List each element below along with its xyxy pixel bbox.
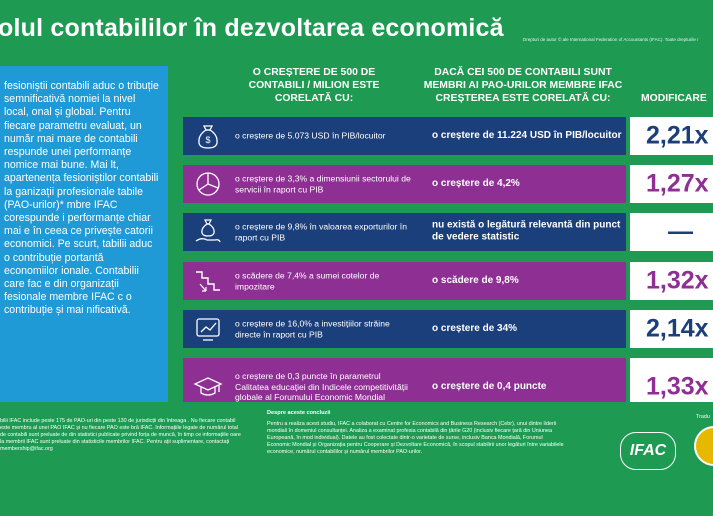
row-value-cell: 1,32x: [630, 262, 713, 300]
row-multiplier: 1,33x: [646, 372, 709, 401]
row-ifac-description: o creștere de 4,2%: [432, 177, 520, 189]
header: olul contabililor în dezvoltarea economi…: [0, 0, 713, 62]
row-multiplier: 1,27x: [646, 169, 709, 198]
row-value-cell: —: [630, 213, 713, 251]
hand-money-icon: [193, 217, 223, 247]
intro-text: fesioniștii contabili aduc o tribuție se…: [4, 80, 159, 317]
row-multiplier: 2,14x: [646, 314, 709, 343]
row-ifac-cell: nu există o legătură relevantă din punct…: [420, 213, 626, 251]
table-row: o creștere de 9,8% în valoarea exporturi…: [183, 213, 713, 251]
column-header-change: MODIFICARE: [641, 93, 707, 104]
translator-seal-icon: [694, 426, 713, 466]
row-ifac-cell: o creștere de 34%: [420, 310, 626, 348]
row-value-cell: 2,21x: [630, 117, 713, 155]
row-left-cell: o scădere de 7,4% a sumei cotelor de imp…: [183, 262, 420, 300]
row-description: o creștere de 0,3 puncte în parametrul C…: [235, 371, 408, 403]
footer: bilii IFAC include peste 175 de PAO-uri …: [0, 402, 713, 516]
row-value-cell: 1,27x: [630, 165, 713, 203]
row-multiplier: —: [668, 217, 693, 246]
row-ifac-description: o creștere de 0,4 puncte: [432, 380, 547, 392]
row-multiplier: 1,32x: [646, 266, 709, 295]
translated-by-label: Tradu: [696, 414, 710, 420]
row-left-cell: o creștere de 16,0% a investițiilor stră…: [183, 310, 420, 348]
about-text: Pentru a realiza acest studiu, IFAC a co…: [267, 421, 564, 455]
row-description: o creștere de 9,8% în valoarea exporturi…: [235, 221, 407, 242]
table-row: o scădere de 7,4% a sumei cotelor de imp…: [183, 262, 713, 300]
row-multiplier: 2,21x: [646, 121, 709, 150]
row-ifac-description: nu există o legătură relevantă din punct…: [432, 219, 621, 243]
svg-text:$: $: [205, 135, 210, 145]
table-row: $ o creștere de 5.073 USD în PIB/locuito…: [183, 117, 713, 155]
money-bag-icon: $: [193, 121, 223, 151]
about-title: Despre aceste concluzii: [267, 410, 331, 416]
ifac-logo: IFAC: [620, 432, 676, 470]
table-row: o creștere de 16,0% a investițiilor stră…: [183, 310, 713, 348]
row-ifac-cell: o creștere de 11.224 USD în PIB/locuitor: [420, 117, 626, 155]
intro-panel: fesioniștii contabili aduc o tribuție se…: [0, 66, 168, 402]
growth-chart-icon: [193, 314, 223, 344]
row-ifac-description: o scădere de 9,8%: [432, 274, 519, 286]
row-ifac-description: o creștere de 34%: [432, 322, 518, 334]
row-description: o creștere de 3,3% a dimensiunii sectoru…: [235, 173, 411, 194]
membership-note: bilii IFAC include peste 175 de PAO-uri …: [0, 418, 241, 452]
row-left-cell: o creștere de 3,3% a dimensiunii sectoru…: [183, 165, 420, 203]
pie-chart-icon: [193, 169, 223, 199]
page-title: olul contabililor în dezvoltarea economi…: [0, 14, 504, 42]
row-description: o creștere de 5.073 USD în PIB/locuitor: [235, 130, 386, 141]
row-description: o creștere de 16,0% a investițiilor stră…: [235, 318, 390, 339]
row-description: o scădere de 7,4% a sumei cotelor de imp…: [235, 270, 380, 291]
row-value-cell: 2,14x: [630, 310, 713, 348]
table-row: o creștere de 3,3% a dimensiunii sectoru…: [183, 165, 713, 203]
copyright-notice: Drepturi de autor © ale International Fe…: [523, 37, 699, 42]
row-left-cell: $ o creștere de 5.073 USD în PIB/locuito…: [183, 117, 420, 155]
graduation-cap-icon: [193, 372, 223, 402]
row-left-cell: o creștere de 9,8% în valoarea exporturi…: [183, 213, 420, 251]
stairs-down-icon: [193, 266, 223, 296]
row-ifac-cell: o scădere de 9,8%: [420, 262, 626, 300]
column-header-500-accountants: O CREȘTERE DE 500 DE CONTABILI / MILION …: [248, 67, 380, 104]
column-header-ifac-members: DACĂ CEI 500 DE CONTABILI SUNT MEMBRI AI…: [423, 67, 623, 104]
row-ifac-description: o creștere de 11.224 USD în PIB/locuitor: [432, 129, 622, 141]
row-ifac-cell: o creștere de 4,2%: [420, 165, 626, 203]
